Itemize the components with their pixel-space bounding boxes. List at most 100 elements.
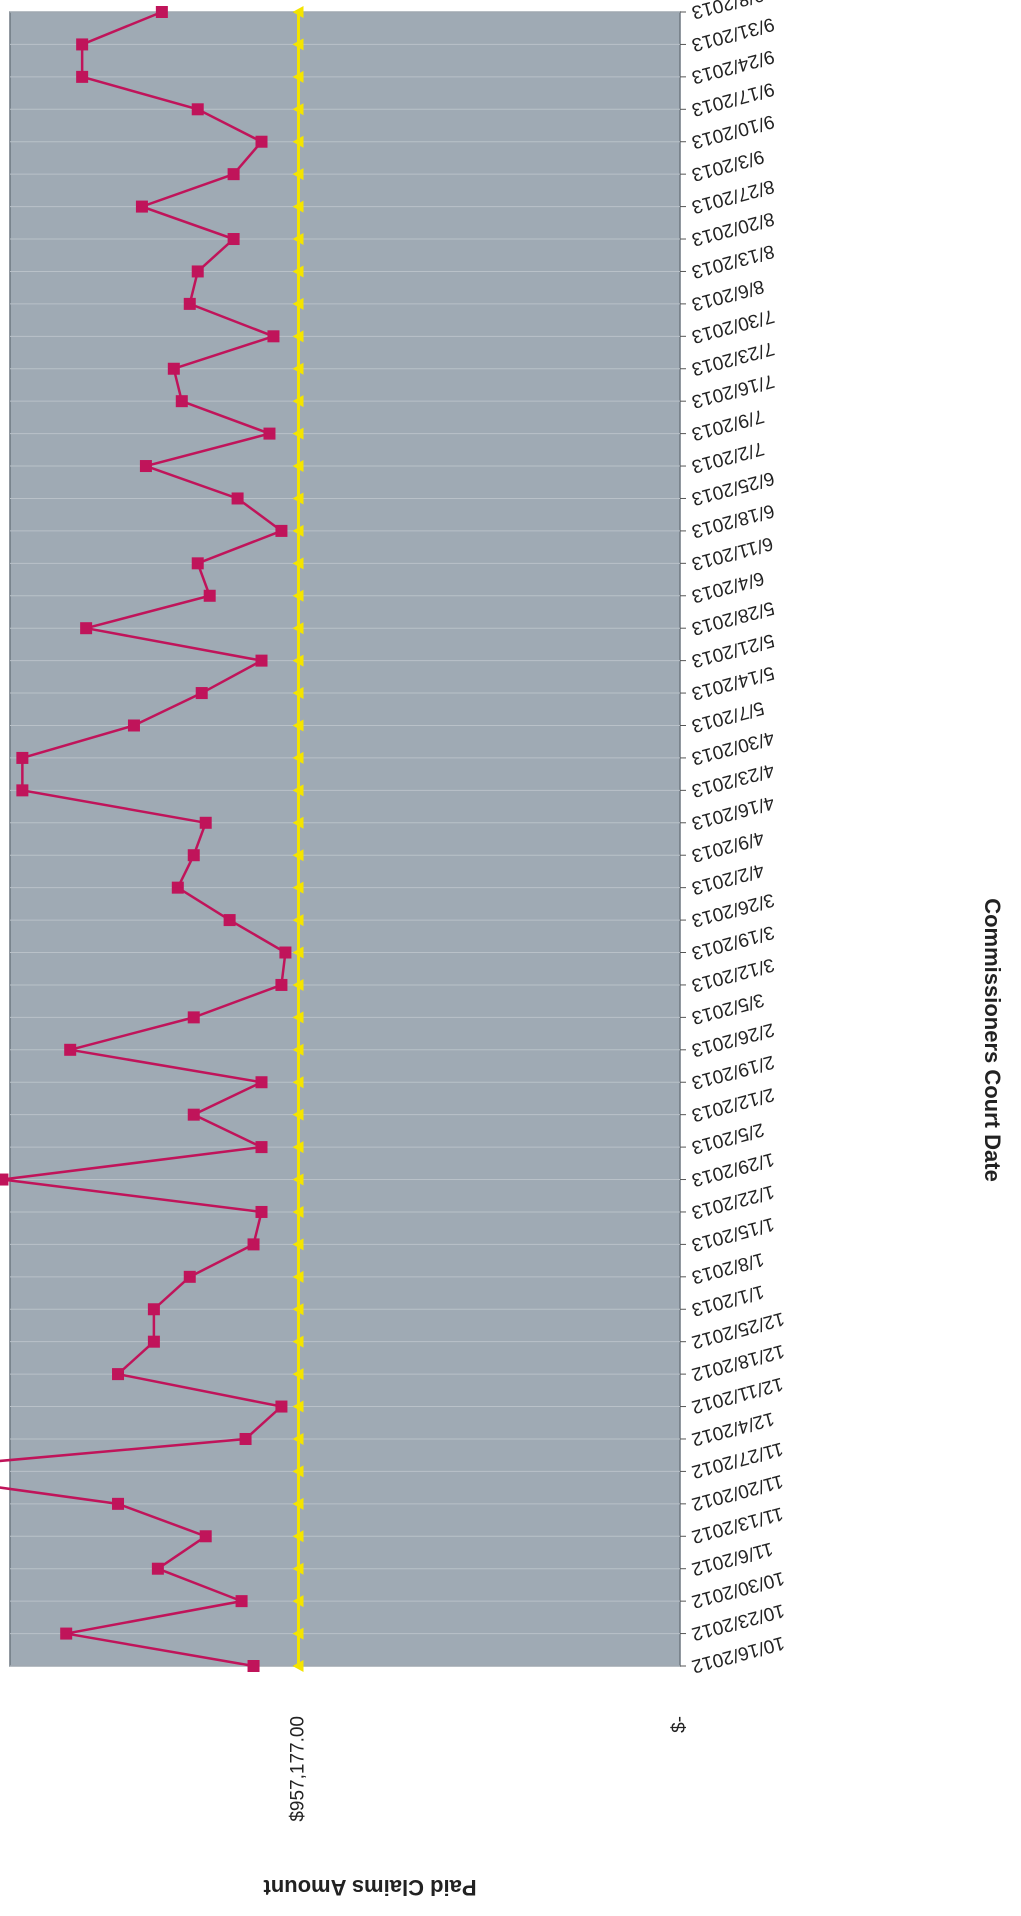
average-marker — [292, 589, 304, 602]
claims-marker — [275, 1400, 288, 1413]
claims-marker — [195, 687, 208, 700]
claims-marker — [191, 557, 204, 570]
average-marker — [292, 1497, 304, 1510]
average-marker — [292, 1303, 304, 1316]
claims-marker — [255, 1141, 268, 1154]
average-marker — [292, 103, 304, 116]
average-marker — [292, 362, 304, 375]
y-tick-label: $- — [669, 1716, 690, 1733]
average-marker — [292, 6, 304, 18]
average-marker — [292, 946, 304, 959]
claims-marker — [147, 1335, 160, 1348]
claims-marker — [127, 719, 140, 732]
average-marker — [292, 914, 304, 927]
average-marker — [292, 427, 304, 440]
average-marker — [292, 849, 304, 862]
claims-marker — [263, 427, 276, 440]
average-marker — [292, 622, 304, 635]
claims-marker — [199, 1530, 212, 1543]
claims-marker — [275, 524, 288, 537]
y-tick-label: $957,177.00 — [288, 1716, 309, 1822]
claims-marker — [80, 622, 93, 635]
average-marker — [292, 1108, 304, 1121]
average-marker — [292, 1270, 304, 1283]
average-marker — [292, 978, 304, 991]
claims-line — [0, 10, 287, 1668]
claims-marker — [155, 6, 168, 18]
average-marker — [292, 816, 304, 829]
average-marker — [292, 460, 304, 473]
claims-marker — [76, 70, 89, 83]
average-marker — [292, 1335, 304, 1348]
series-layer — [0, 6, 304, 1672]
average-marker — [292, 200, 304, 213]
average-marker — [292, 687, 304, 700]
average-marker — [292, 1076, 304, 1089]
claims-marker — [16, 784, 29, 797]
average-marker — [292, 297, 304, 310]
claims-marker — [167, 362, 180, 375]
average-marker — [292, 751, 304, 764]
claims-marker — [183, 297, 196, 310]
claims-marker — [187, 1108, 200, 1121]
average-marker — [292, 524, 304, 537]
claims-marker — [227, 233, 240, 246]
claims-marker — [64, 1043, 77, 1056]
claims-marker — [191, 265, 204, 278]
claims-marker — [235, 1595, 248, 1608]
average-marker — [292, 1205, 304, 1218]
average-marker — [292, 1660, 304, 1672]
average-marker — [292, 1562, 304, 1575]
average-marker — [292, 233, 304, 246]
average-marker — [292, 168, 304, 181]
claims-marker — [231, 492, 244, 505]
claims-marker — [267, 330, 280, 343]
claims-marker — [227, 168, 240, 181]
average-marker — [292, 1043, 304, 1056]
average-marker — [292, 881, 304, 894]
average-marker — [292, 719, 304, 732]
x-axis-title: Commissioners Court Date — [980, 898, 1005, 1182]
claims-marker — [203, 589, 216, 602]
average-marker — [292, 38, 304, 51]
claims-marker — [247, 1660, 260, 1672]
claims-marker — [255, 654, 268, 667]
average-marker — [292, 395, 304, 408]
claims-marker — [255, 1205, 268, 1218]
average-marker — [292, 265, 304, 278]
average-marker — [292, 1432, 304, 1445]
average-marker — [292, 1595, 304, 1608]
claims-marker — [239, 1432, 252, 1445]
average-marker — [292, 1011, 304, 1024]
plot-area — [9, 11, 681, 1667]
average-marker — [292, 135, 304, 148]
average-marker — [292, 492, 304, 505]
claims-marker — [175, 395, 188, 408]
average-marker — [292, 1173, 304, 1186]
average-marker — [292, 557, 304, 570]
claims-marker — [187, 1011, 200, 1024]
claims-marker — [112, 1368, 125, 1381]
claims-marker — [255, 1076, 268, 1089]
average-marker — [292, 1141, 304, 1154]
claims-marker — [187, 849, 200, 862]
claims-marker — [147, 1303, 160, 1316]
claims-marker — [275, 978, 288, 991]
average-marker — [292, 330, 304, 343]
average-marker — [292, 1238, 304, 1251]
claims-marker — [199, 816, 212, 829]
claims-marker — [0, 1173, 9, 1186]
claims-marker — [255, 135, 268, 148]
claims-marker — [112, 1497, 125, 1510]
average-marker — [292, 784, 304, 797]
claims-marker — [247, 1238, 260, 1251]
claims-marker — [183, 1270, 196, 1283]
average-marker — [292, 1465, 304, 1478]
claims-marker — [135, 200, 148, 213]
average-marker — [292, 1368, 304, 1381]
claims-marker — [16, 751, 29, 764]
claims-marker — [223, 914, 236, 927]
y-axis-title: Paid Claims Amount — [263, 1875, 477, 1900]
claims-marker — [76, 38, 89, 51]
